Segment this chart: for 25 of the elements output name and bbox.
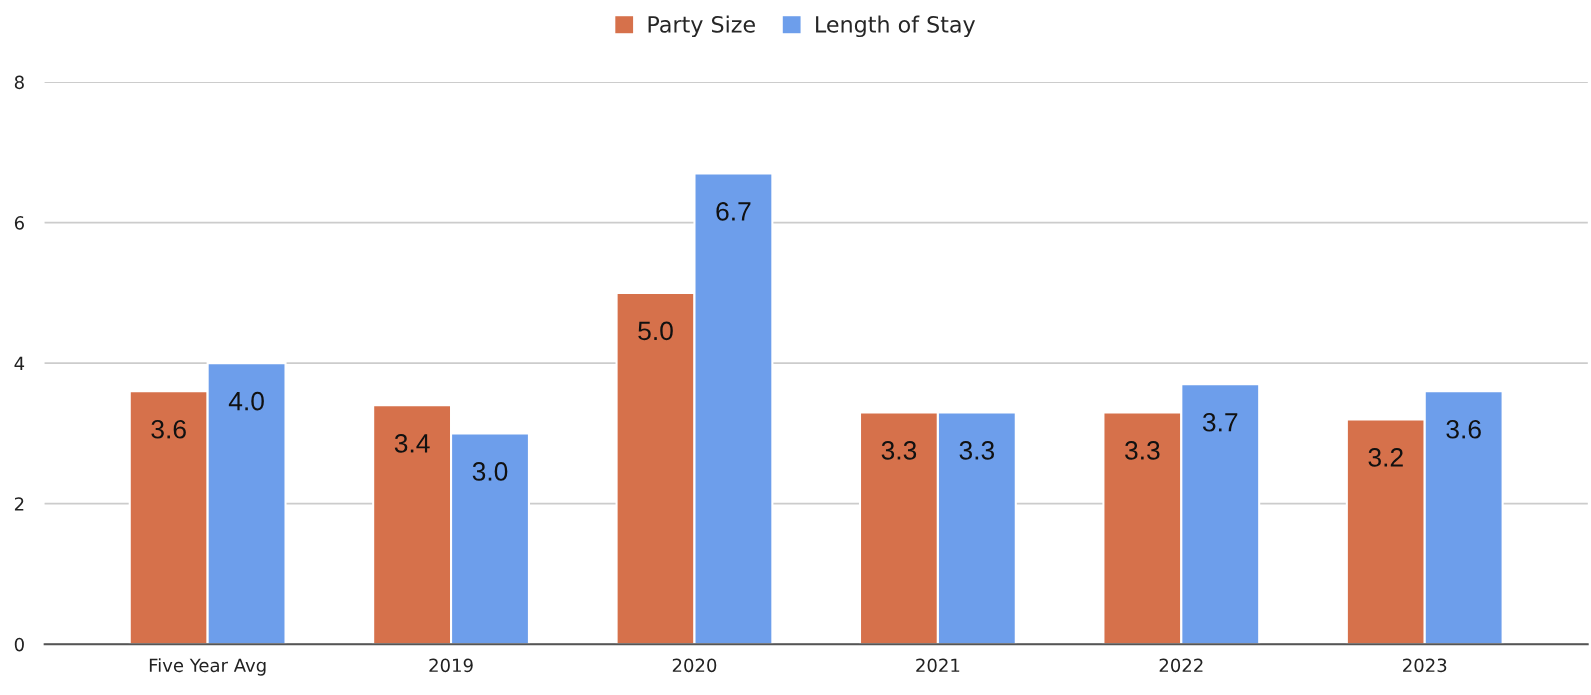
data-label: 3.6 bbox=[151, 419, 186, 439]
data-label: 3.4 bbox=[394, 433, 430, 453]
data-label: 6.7 bbox=[716, 202, 751, 221]
y-tick-label: 0 bbox=[14, 637, 24, 652]
legend-label: Party Size bbox=[648, 15, 755, 38]
x-tick-label: 2022 bbox=[1159, 658, 1203, 673]
data-label: 3.3 bbox=[881, 441, 917, 460]
data-label: 5.0 bbox=[638, 321, 673, 341]
y-tick-label: 8 bbox=[14, 75, 24, 90]
y-tick-label: 4 bbox=[14, 356, 25, 370]
data-label: 3.7 bbox=[1202, 412, 1238, 432]
x-tick-label: 2020 bbox=[672, 658, 717, 673]
legend-label: Length of Stay bbox=[816, 15, 976, 38]
data-label: 3.3 bbox=[1125, 441, 1160, 460]
data-label: 3.0 bbox=[472, 462, 508, 481]
data-label: 3.2 bbox=[1368, 448, 1403, 467]
data-label: 3.6 bbox=[1446, 419, 1481, 439]
y-tick-label: 6 bbox=[14, 216, 24, 230]
x-tick-label: Five Year Avg bbox=[149, 658, 266, 676]
x-tick-label: 2023 bbox=[1403, 658, 1447, 673]
x-tick-label: 2021 bbox=[916, 658, 960, 673]
data-label: 3.3 bbox=[959, 441, 995, 460]
x-tick-label: 2019 bbox=[429, 658, 473, 673]
data-label: 4.0 bbox=[228, 391, 264, 411]
y-tick-label: 2 bbox=[14, 497, 24, 511]
